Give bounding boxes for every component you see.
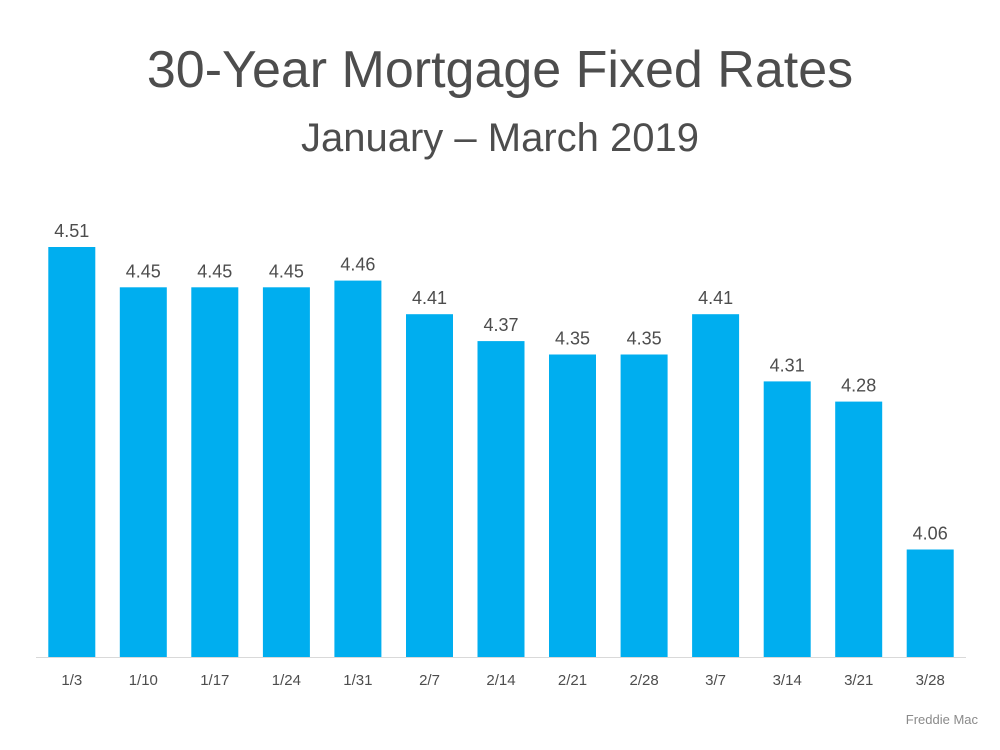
bar-2/21 — [549, 354, 596, 657]
bar-3/7 — [692, 314, 740, 657]
bar-1/10 — [119, 287, 167, 657]
x-tick-label-2/21: 2/21 — [558, 672, 587, 689]
data-label-2/28: 4.35 — [627, 329, 662, 349]
bar-1/3 — [48, 247, 96, 657]
x-tick-label-1/10: 1/10 — [129, 672, 158, 689]
data-label-2/21: 4.35 — [555, 329, 590, 349]
x-tick-label-3/21: 3/21 — [844, 672, 873, 689]
data-label-1/31: 4.46 — [340, 255, 375, 275]
data-label-1/10: 4.45 — [126, 261, 161, 281]
x-tick-label-2/28: 2/28 — [629, 672, 658, 689]
x-tick-label-3/7: 3/7 — [705, 672, 726, 689]
data-label-2/7: 4.41 — [412, 288, 447, 308]
bar-3/28 — [906, 549, 954, 657]
bar-1/24 — [262, 287, 310, 657]
source-credit: Freddie Mac — [905, 712, 978, 727]
data-label-2/14: 4.37 — [483, 315, 518, 335]
chart-subtitle: January – March 2019 — [300, 116, 699, 160]
x-tick-label-1/31: 1/31 — [343, 672, 372, 689]
bar-2/7 — [406, 314, 453, 657]
data-label-3/21: 4.28 — [841, 376, 876, 396]
bar-2/28 — [620, 354, 668, 657]
chart-title: 30-Year Mortgage Fixed Rates — [146, 41, 854, 99]
x-tick-label-2/7: 2/7 — [419, 672, 440, 689]
data-label-1/3: 4.51 — [54, 221, 89, 241]
data-label-3/14: 4.31 — [770, 355, 805, 375]
x-tick-label-1/17: 1/17 — [200, 672, 229, 689]
data-label-3/28: 4.06 — [913, 524, 948, 544]
data-label-1/17: 4.45 — [197, 261, 232, 281]
data-label-3/7: 4.41 — [698, 288, 733, 308]
x-tick-label-3/14: 3/14 — [773, 672, 802, 689]
bar-3/21 — [835, 401, 883, 657]
x-tick-label-2/14: 2/14 — [486, 672, 515, 689]
x-tick-label-3/28: 3/28 — [916, 672, 945, 689]
bar-2/14 — [477, 341, 525, 657]
x-tick-label-1/3: 1/3 — [61, 672, 82, 689]
x-tick-label-1/24: 1/24 — [272, 672, 301, 689]
bar-1/31 — [334, 280, 382, 657]
bar-1/17 — [191, 287, 239, 657]
bar-3/14 — [763, 381, 811, 657]
data-label-1/24: 4.45 — [269, 261, 304, 281]
